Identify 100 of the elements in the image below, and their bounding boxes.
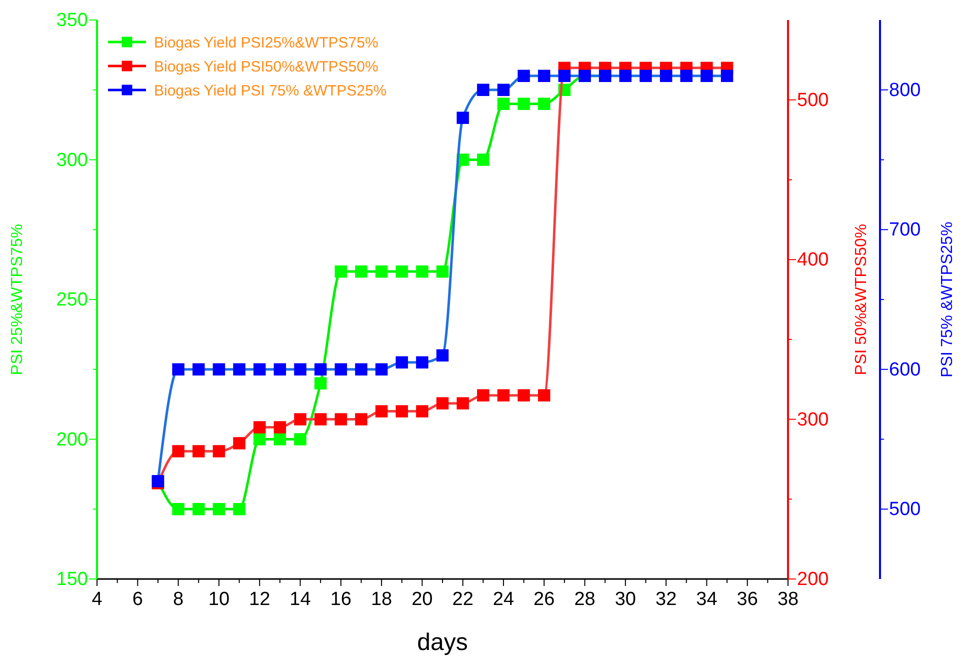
point — [355, 363, 368, 376]
point — [680, 70, 693, 82]
y-tick-label: 350 — [56, 10, 88, 32]
y-tick-label: 150 — [56, 569, 88, 590]
x-tick-label: 28 — [574, 589, 596, 610]
y3-tick-label: 800 — [889, 80, 921, 101]
point — [436, 265, 449, 278]
point — [192, 363, 205, 376]
point — [172, 503, 184, 516]
y2-tick-label: 300 — [797, 409, 829, 430]
point — [294, 363, 306, 376]
y-tick-label: 250 — [56, 290, 88, 311]
point — [253, 421, 266, 434]
x-tick-label: 6 — [132, 589, 143, 610]
point — [314, 377, 327, 390]
point — [253, 433, 266, 446]
point — [497, 98, 510, 110]
point — [233, 363, 246, 376]
point — [212, 445, 226, 458]
x-tick-label: 30 — [614, 589, 636, 610]
point — [396, 356, 408, 369]
point — [416, 405, 428, 418]
y2-tick-label: 500 — [797, 90, 829, 111]
point — [375, 363, 388, 376]
point — [538, 70, 550, 82]
point — [416, 356, 428, 369]
point — [375, 265, 388, 278]
x-tick-label: 22 — [452, 589, 474, 610]
point — [456, 397, 469, 410]
y-tick-label: 200 — [56, 429, 88, 450]
point — [436, 397, 449, 410]
x-tick-label: 14 — [290, 589, 312, 610]
point — [396, 265, 408, 278]
x-tick-label: 20 — [412, 589, 433, 610]
point — [660, 70, 672, 82]
x-tick-label: 8 — [173, 589, 184, 610]
point — [518, 98, 530, 110]
x-tick-label: 32 — [655, 589, 677, 610]
point — [294, 413, 306, 426]
point — [456, 112, 469, 124]
point — [558, 70, 571, 82]
y3-tick-label: 600 — [889, 359, 921, 380]
point — [477, 389, 490, 402]
point — [416, 265, 428, 278]
x-tick-label: 12 — [249, 589, 270, 610]
point — [233, 503, 246, 516]
point — [274, 433, 286, 446]
point — [314, 413, 327, 426]
x-tick-label: 34 — [696, 589, 718, 610]
point — [720, 70, 734, 82]
y-axis-title: PSI 25%&WTPS75% — [9, 224, 26, 376]
y2-tick-label: 400 — [797, 250, 829, 271]
point — [477, 84, 490, 96]
point — [396, 405, 408, 418]
point — [497, 84, 510, 96]
point — [314, 363, 327, 376]
x-tick-label: 38 — [777, 589, 799, 610]
x-tick-label: 4 — [92, 589, 103, 610]
point — [518, 70, 530, 82]
y-tick-label: 300 — [56, 150, 88, 171]
y3-tick-label: 700 — [889, 220, 921, 241]
point — [700, 70, 713, 82]
point — [355, 413, 368, 426]
point — [640, 70, 652, 82]
point — [436, 349, 449, 362]
point — [172, 363, 184, 376]
point — [375, 405, 388, 418]
point — [253, 363, 266, 376]
point — [619, 70, 632, 82]
point — [192, 503, 205, 516]
x-tick-label: 16 — [330, 589, 352, 610]
x-tick-label: 24 — [492, 589, 514, 610]
point — [192, 445, 205, 458]
point — [212, 503, 226, 516]
x-tick-label: 18 — [370, 589, 392, 610]
point — [518, 389, 530, 402]
point — [172, 445, 184, 458]
x-tick-label: 26 — [534, 589, 555, 610]
x-axis-title: days — [417, 629, 468, 656]
y3-axis-title: PSI 75% &WTPS25% — [939, 222, 956, 378]
point — [355, 265, 368, 278]
x-tick-label: 36 — [736, 589, 758, 610]
point — [334, 363, 348, 376]
y2-axis-title: PSI 50%&WTPS50% — [853, 224, 870, 376]
legend-label: Biogas Yield PSI 75% &WTPS25% — [154, 82, 387, 100]
point — [212, 363, 226, 376]
legend-label: Biogas Yield PSI25%&WTPS75% — [154, 34, 378, 52]
point — [538, 389, 550, 402]
point — [274, 363, 286, 376]
point — [477, 154, 490, 166]
y2-tick-label: 200 — [797, 569, 829, 590]
x-tick-label: 10 — [208, 589, 230, 610]
point — [233, 437, 246, 450]
point — [497, 389, 510, 402]
point — [334, 265, 348, 278]
point — [334, 413, 348, 426]
point — [294, 433, 306, 446]
point — [538, 98, 550, 110]
legend-label: Biogas Yield PSI50%&WTPS50% — [154, 58, 378, 76]
y3-tick-label: 500 — [889, 499, 921, 520]
